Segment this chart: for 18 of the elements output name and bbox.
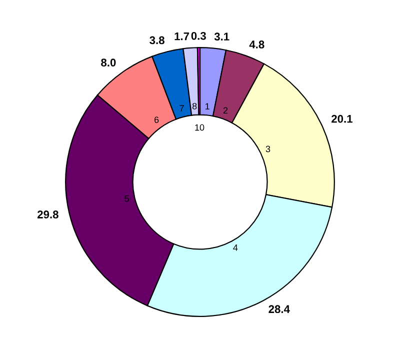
data-label: 3.8 xyxy=(150,36,164,44)
slice-label: 7 xyxy=(180,105,184,112)
data-label: 0.3 xyxy=(191,32,206,40)
slice-label: 1 xyxy=(205,103,210,110)
data-label: 29.8 xyxy=(38,210,58,218)
slice-label: 10 xyxy=(195,124,204,131)
data-label: 1.7 xyxy=(174,32,190,40)
data-label: 4.8 xyxy=(249,40,264,48)
slice-label: 2 xyxy=(223,107,228,114)
data-label: 3.1 xyxy=(214,32,230,41)
data-label: 20.1 xyxy=(332,114,352,123)
slice-label: 5 xyxy=(124,195,129,202)
data-label: 28.4 xyxy=(268,305,290,314)
data-label: 8.0 xyxy=(101,58,116,66)
slice-label: 6 xyxy=(154,116,159,123)
slice-label: 3 xyxy=(266,146,270,152)
slice-label: 4 xyxy=(233,244,238,251)
slice-label: 8 xyxy=(192,102,197,110)
